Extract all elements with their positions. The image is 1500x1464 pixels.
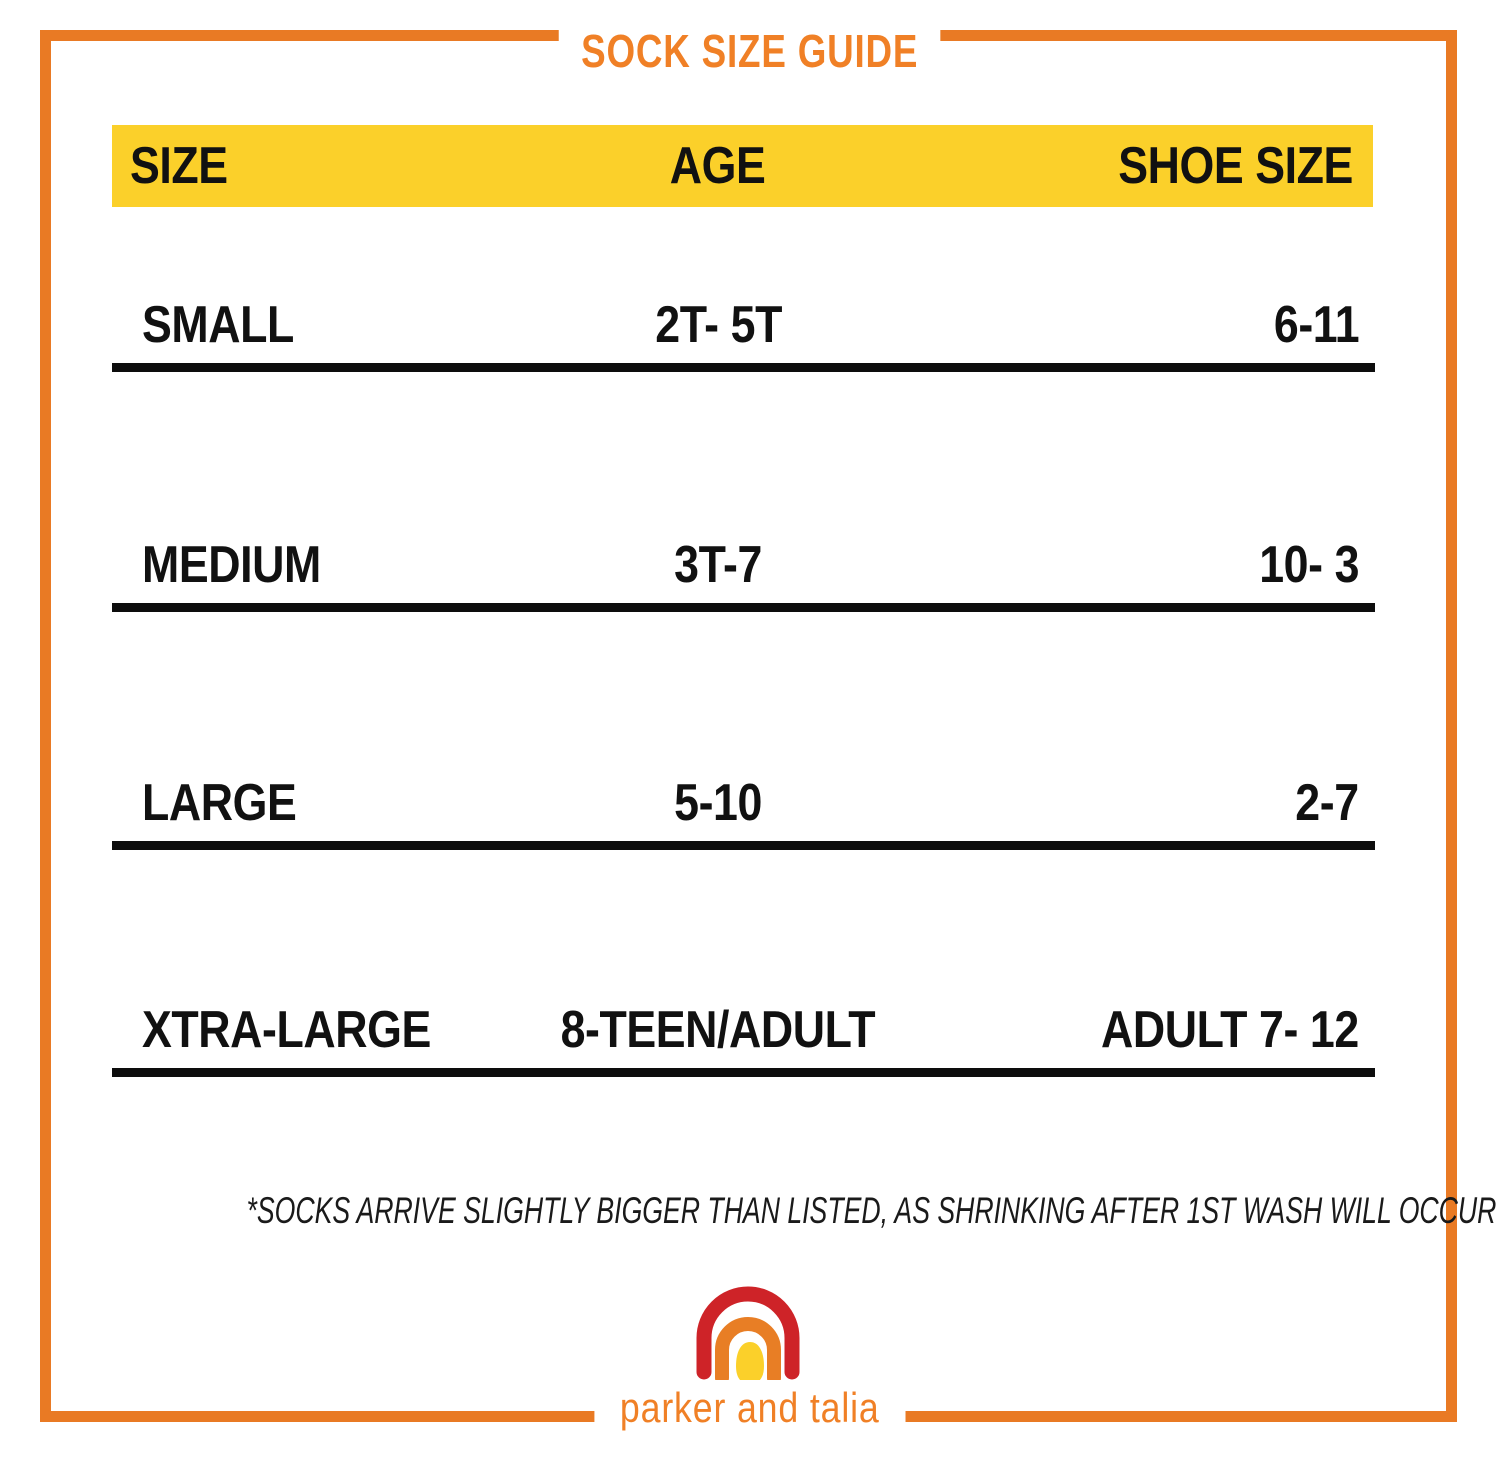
header-cell-age: AGE <box>465 136 969 196</box>
cell-age: 3T-7 <box>466 535 971 595</box>
age-value: 3T-7 <box>674 536 763 594</box>
disclaimer-container: *SOCKS ARRIVE SLIGHTLY BIGGER THAN LISTE… <box>0 1190 1500 1232</box>
page-title: SOCK SIZE GUIDE <box>559 20 941 82</box>
size-value: XTRA-LARGE <box>142 1001 431 1059</box>
cell-size: XTRA-LARGE <box>112 1000 466 1060</box>
brand-container: parker and talia <box>0 1380 1500 1446</box>
cell-age: 2T- 5T <box>466 295 971 355</box>
header-label-age: AGE <box>669 137 766 195</box>
cell-shoe: 2-7 <box>971 773 1375 833</box>
title-container: SOCK SIZE GUIDE <box>0 20 1500 82</box>
table-row-large: LARGE 5-10 2-7 <box>112 753 1375 850</box>
age-value: 5-10 <box>674 774 763 832</box>
table-row-xtra-large: XTRA-LARGE 8-TEEN/ADULT ADULT 7- 12 <box>112 980 1375 1077</box>
age-value: 2T- 5T <box>654 296 782 354</box>
rainbow-icon <box>696 1286 800 1385</box>
size-value: LARGE <box>142 774 297 832</box>
age-value: 8-TEEN/ADULT <box>560 1001 876 1059</box>
header-cell-size: SIZE <box>112 136 465 196</box>
disclaimer-note: *SOCKS ARRIVE SLIGHTLY BIGGER THAN LISTE… <box>246 1190 1500 1231</box>
cell-age: 5-10 <box>466 773 971 833</box>
shoe-value: 10- 3 <box>1259 536 1359 594</box>
cell-shoe: 6-11 <box>971 295 1375 355</box>
shoe-value: 2-7 <box>1295 774 1360 832</box>
shoe-value: 6-11 <box>1273 296 1360 354</box>
table-row-medium: MEDIUM 3T-7 10- 3 <box>112 515 1375 612</box>
header-cell-shoe-size: SHOE SIZE <box>969 136 1373 196</box>
cell-size: LARGE <box>112 773 466 833</box>
table-header-bar: SIZE AGE SHOE SIZE <box>112 125 1373 207</box>
cell-size: MEDIUM <box>112 535 466 595</box>
size-value: MEDIUM <box>142 536 321 594</box>
cell-size: SMALL <box>112 295 466 355</box>
header-label-size: SIZE <box>130 137 228 195</box>
header-label-shoe-size: SHOE SIZE <box>1118 137 1353 195</box>
shoe-value: ADULT 7- 12 <box>1101 1001 1359 1059</box>
brand-name: parker and talia <box>594 1380 906 1446</box>
cell-shoe: 10- 3 <box>971 535 1375 595</box>
cell-shoe: ADULT 7- 12 <box>971 1000 1375 1060</box>
table-row-small: SMALL 2T- 5T 6-11 <box>112 275 1375 372</box>
cell-age: 8-TEEN/ADULT <box>466 1000 971 1060</box>
size-value: SMALL <box>142 296 294 354</box>
